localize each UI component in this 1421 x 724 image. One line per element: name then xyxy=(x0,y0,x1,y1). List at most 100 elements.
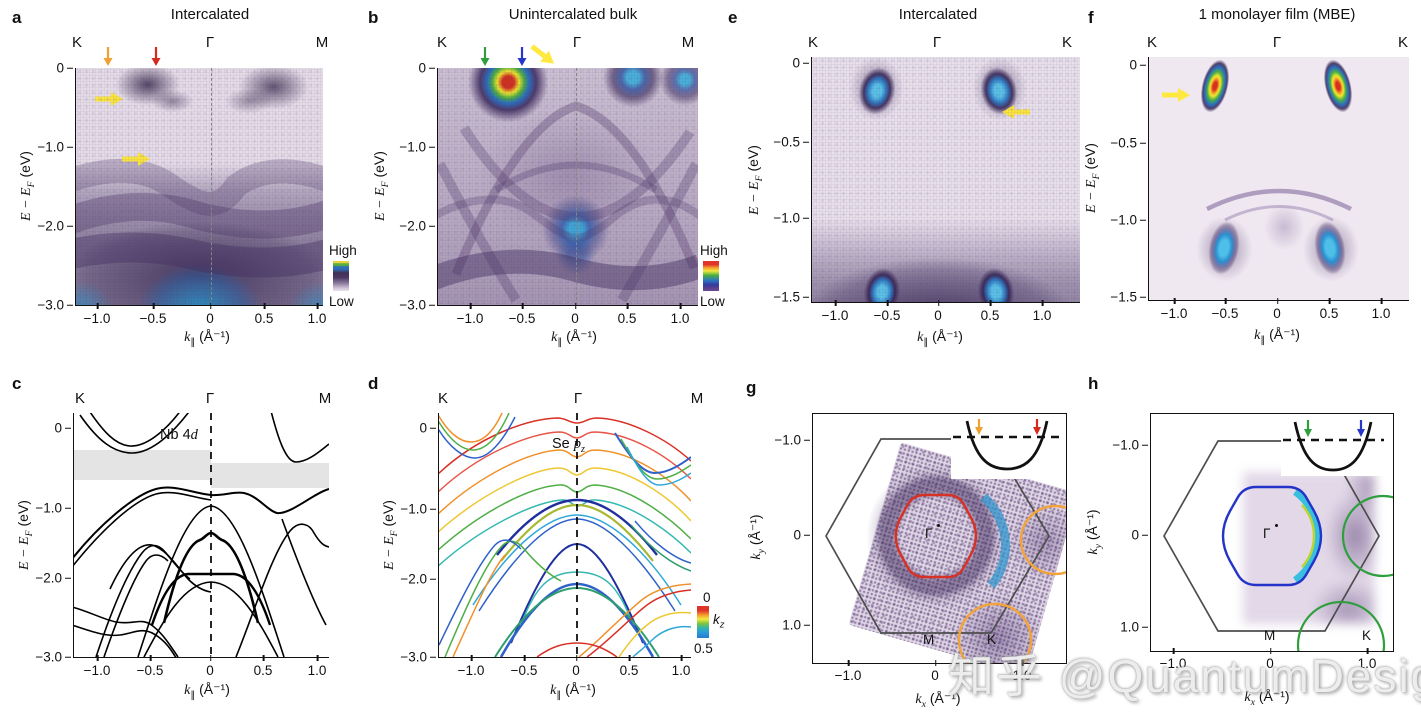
a-ytick: −1.0 xyxy=(24,140,64,155)
panel-b-plot xyxy=(437,68,698,306)
h-xtick: 1.0 xyxy=(1357,648,1377,671)
f-ylabel: E − EF (eV) xyxy=(1082,143,1102,213)
panel-b-top-label-k: K xyxy=(436,34,448,51)
e-xlabel: k∥ (Å⁻¹) xyxy=(917,328,963,348)
yellow-diagonal-arrow-b xyxy=(530,44,555,64)
e-ytick: 0 xyxy=(760,56,800,71)
band-arc-f xyxy=(1205,188,1353,222)
a-ytick: 0 xyxy=(24,61,64,76)
c-xtick: 0 xyxy=(206,655,214,678)
g-xtick: −1.0 xyxy=(834,660,862,683)
g-ylabel: ky (Å⁻¹) xyxy=(747,514,767,560)
gamma-dashed-line-a xyxy=(211,68,212,305)
panel-f-top-label-k2: K xyxy=(1397,34,1409,51)
d-xtick: 0 xyxy=(572,655,580,678)
m-point-label-h: M xyxy=(1264,628,1276,643)
f-xtick: 0 xyxy=(1273,298,1281,321)
a-colorbar-high: High xyxy=(329,243,357,258)
panel-f-top-label-k1: K xyxy=(1146,34,1158,51)
panel-d-top-label-m: M xyxy=(690,390,704,407)
d-ytick: −1.0 xyxy=(387,502,427,517)
green-down-arrow-b xyxy=(480,47,490,66)
panel-a-top-label-k: K xyxy=(71,34,83,51)
g-ytick: 1.0 xyxy=(761,618,801,633)
panel-b-top-label-m: M xyxy=(681,34,695,51)
yellow-right-arrow-a2 xyxy=(122,152,150,166)
panel-f-title: 1 monolayer film (MBE) xyxy=(1198,6,1356,23)
panel-letter-c: c xyxy=(12,374,22,393)
bz-and-contours-g xyxy=(825,438,1066,663)
valence-band-streaks-a xyxy=(76,158,323,278)
f-xtick: 0.5 xyxy=(1319,298,1339,321)
yellow-right-arrow-a1 xyxy=(95,92,123,106)
panel-e-title: Intercalated xyxy=(898,6,978,23)
a-xtick: 0 xyxy=(206,303,214,326)
e-xtick: 1.0 xyxy=(1032,300,1052,323)
panel-letter-g: g xyxy=(746,378,757,397)
panel-d-plot xyxy=(438,413,691,658)
b-ytick: 0 xyxy=(386,61,426,76)
dft-bands-sepz-kz xyxy=(439,413,691,657)
gamma-point-label-h: Γ xyxy=(1263,526,1271,541)
panel-letter-a: a xyxy=(12,8,22,27)
c-xtick: −1.0 xyxy=(83,655,111,678)
blue-down-arrow-b xyxy=(517,47,527,66)
e-xtick: 0 xyxy=(934,300,942,323)
d-xtick: 0.5 xyxy=(619,655,639,678)
panel-f-plot xyxy=(1148,57,1409,301)
c-ytick: −1.0 xyxy=(22,501,62,516)
a-ylabel: E − EF (eV) xyxy=(17,151,37,221)
panel-letter-d: d xyxy=(368,374,379,393)
gamma-point-dot-g xyxy=(937,524,940,527)
arpes-map-f xyxy=(1149,57,1409,300)
annotation-nb4d: Nb 4d xyxy=(160,427,198,443)
c-xlabel: k∥ (Å⁻¹) xyxy=(184,681,230,701)
e-xtick: −1.0 xyxy=(821,300,849,323)
h-ytick: 1.0 xyxy=(1099,620,1139,635)
panel-e-top-label-k2: K xyxy=(1061,34,1073,51)
gamma-dashed-line-b xyxy=(576,68,577,305)
b-ytick: −2.0 xyxy=(386,219,426,234)
panel-a-plot xyxy=(75,68,323,306)
panel-e-top-label-gamma: Γ xyxy=(932,34,942,51)
g-ytick: −1.0 xyxy=(761,433,801,448)
panel-letter-e: e xyxy=(728,8,738,27)
panel-b-title: Unintercalated bulk xyxy=(508,6,638,23)
f-ytick: −1.0 xyxy=(1097,213,1137,228)
panel-d-top-label-k: K xyxy=(437,390,449,407)
a-xtick: 0.5 xyxy=(254,303,274,326)
f-xlabel: k∥ (Å⁻¹) xyxy=(1254,326,1300,346)
k-point-label-h: K xyxy=(1362,628,1372,643)
yellow-right-arrow-f xyxy=(1162,88,1190,102)
c-xtick: 0.5 xyxy=(253,655,273,678)
a-ytick: −3.0 xyxy=(24,298,64,313)
b-xtick: −1.0 xyxy=(456,303,484,326)
d-xtick: −1.0 xyxy=(457,655,485,678)
kz-colorbar xyxy=(697,606,709,638)
e-ytick: −0.5 xyxy=(760,135,800,150)
h-ylabel: ky (Å⁻¹) xyxy=(1084,509,1104,555)
g-ytick: 0 xyxy=(761,528,801,543)
pocket-e-right xyxy=(976,63,1022,119)
b-ytick: −1.0 xyxy=(386,140,426,155)
g-xtick: 1.0 xyxy=(1012,660,1032,683)
pocket-e-left xyxy=(854,63,900,119)
h-ytick: 0 xyxy=(1099,528,1139,543)
h-ytick: −1.0 xyxy=(1099,438,1139,453)
c-ytick: −2.0 xyxy=(22,571,62,586)
kz-colorbar-label: kz xyxy=(713,612,725,631)
bz-and-contours-h xyxy=(1163,440,1393,651)
panel-h-plot: Γ M K xyxy=(1150,413,1394,652)
valence-blob-e-left xyxy=(860,265,904,302)
f-xtick: −0.5 xyxy=(1211,298,1239,321)
f-ytick: −0.5 xyxy=(1097,136,1137,151)
panel-e-plot xyxy=(811,57,1080,303)
m-point-label-g: M xyxy=(923,632,935,647)
kz-colorbar-bottom: 0.5 xyxy=(694,641,713,656)
panel-c-top-label-k: K xyxy=(74,390,86,407)
h-xtick: 0 xyxy=(1266,648,1274,671)
orange-down-arrow-a xyxy=(103,47,113,66)
panel-a-top-label-gamma: Γ xyxy=(205,34,215,51)
a-ytick: −2.0 xyxy=(24,219,64,234)
